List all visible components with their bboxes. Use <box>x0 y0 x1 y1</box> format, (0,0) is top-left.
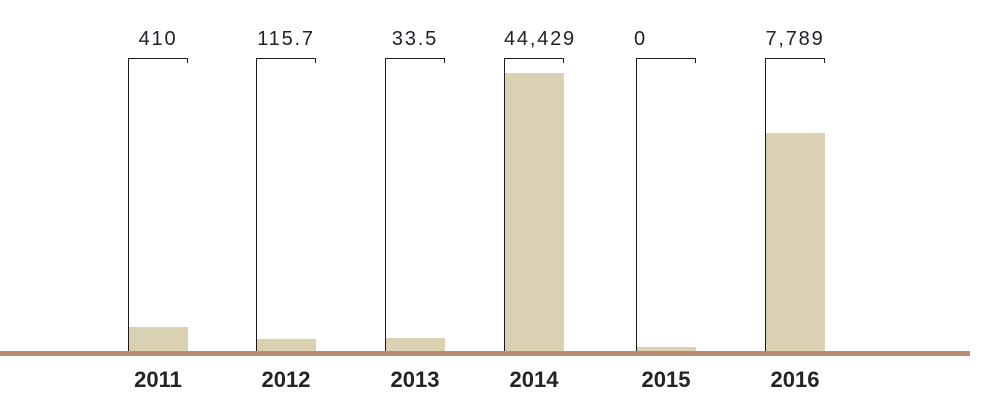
year-label: 2013 <box>390 367 440 392</box>
bar-group-2016: 7,789 2016 <box>765 0 825 414</box>
bar-group-2013: 33.5 2013 <box>385 0 445 414</box>
year-label: 2016 <box>770 367 820 392</box>
year-label: 2015 <box>641 367 691 392</box>
year-label: 2012 <box>261 367 311 392</box>
axis-bracket-end-tick <box>823 59 825 63</box>
axis-bracket-end-tick <box>562 59 564 63</box>
x-axis-baseline <box>0 351 970 356</box>
bar-value-label: 410 <box>138 28 178 50</box>
bar <box>129 327 188 351</box>
bar-group-2015: 0 2015 <box>634 0 696 414</box>
bar-axis-bracket <box>128 58 188 351</box>
bar <box>766 133 825 351</box>
year-label: 2011 <box>134 367 182 392</box>
axis-bracket-end-tick <box>443 59 445 63</box>
bar-axis-bracket <box>504 58 564 351</box>
bar-axis-bracket <box>385 58 445 351</box>
bar <box>257 339 316 351</box>
axis-bracket-end-tick <box>186 59 188 63</box>
year-label: 2014 <box>509 367 559 392</box>
bar-value-label: 115.7 <box>257 28 315 50</box>
axis-bracket-end-tick <box>694 59 696 63</box>
bar-axis-bracket <box>256 58 316 351</box>
bar-group-2011: 410 2011 <box>128 0 188 414</box>
bar-group-2012: 115.7 2012 <box>256 0 316 414</box>
bar-group-2014: 44,429 2014 <box>504 0 576 414</box>
bar <box>505 73 564 351</box>
bar-value-label: 7,789 <box>765 28 825 50</box>
bar-axis-bracket <box>636 58 696 351</box>
bar-value-label: 0 <box>634 28 647 50</box>
bar-axis-bracket <box>765 58 825 351</box>
bar <box>386 338 445 351</box>
axis-bracket-end-tick <box>314 59 316 63</box>
bar-value-label: 44,429 <box>504 28 576 50</box>
bar <box>637 347 696 351</box>
bar-value-label: 33.5 <box>391 28 439 50</box>
